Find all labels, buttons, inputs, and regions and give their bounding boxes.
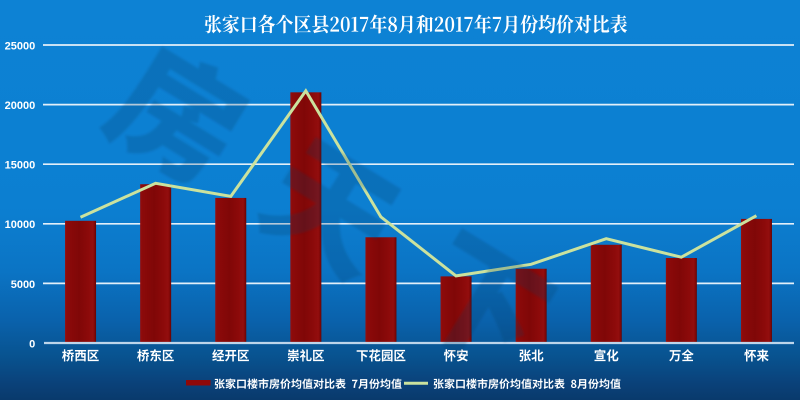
- svg-text:10000: 10000: [5, 219, 36, 231]
- svg-text:0: 0: [29, 338, 35, 350]
- svg-text:5000: 5000: [11, 279, 35, 291]
- svg-text:20000: 20000: [5, 100, 36, 112]
- svg-text:15000: 15000: [5, 160, 36, 172]
- svg-text:25000: 25000: [5, 40, 36, 52]
